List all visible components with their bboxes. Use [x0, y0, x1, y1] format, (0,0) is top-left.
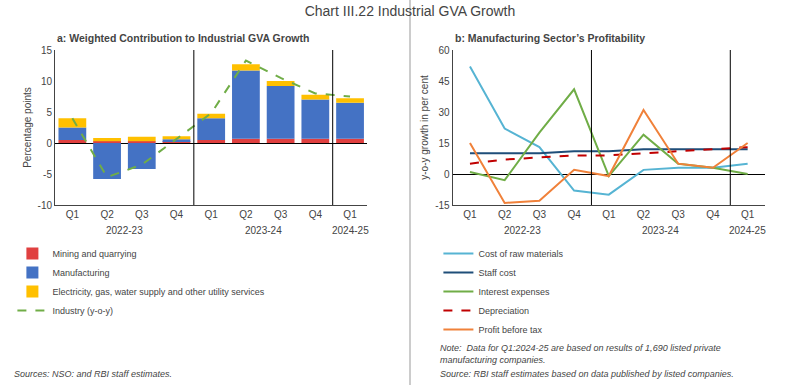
- svg-text:Q4: Q4: [706, 209, 720, 220]
- svg-text:60: 60: [438, 45, 450, 56]
- svg-text:2023-24: 2023-24: [642, 225, 679, 236]
- svg-text:Profit before tax: Profit before tax: [478, 325, 542, 335]
- svg-text:2024-25: 2024-25: [729, 225, 766, 236]
- svg-text:Q1: Q1: [343, 209, 357, 220]
- svg-text:Q3: Q3: [672, 209, 686, 220]
- svg-text:10: 10: [41, 76, 53, 87]
- svg-text:Q2: Q2: [239, 209, 253, 220]
- svg-text:-15: -15: [435, 200, 450, 211]
- svg-text:-5: -5: [43, 169, 52, 180]
- svg-text:5: 5: [46, 107, 52, 118]
- svg-text:b: Manufacturing Sector’s Prof: b: Manufacturing Sector’s Profitability: [455, 32, 645, 44]
- svg-text:Mining and quarrying: Mining and quarrying: [52, 249, 136, 259]
- svg-text:Q4: Q4: [567, 209, 581, 220]
- svg-text:Source: RBI staff estimates ba: Source: RBI staff estimates based on dat…: [440, 369, 734, 379]
- svg-text:2023-24: 2023-24: [245, 225, 282, 236]
- svg-text:-10: -10: [38, 200, 53, 211]
- svg-text:Q1: Q1: [463, 209, 477, 220]
- svg-text:Q3: Q3: [533, 209, 547, 220]
- svg-text:2024-25: 2024-25: [332, 225, 369, 236]
- svg-text:Q3: Q3: [135, 209, 149, 220]
- svg-text:Depreciation: Depreciation: [478, 306, 529, 316]
- svg-text:Electricity, gas, water supply: Electricity, gas, water supply and other…: [52, 287, 264, 297]
- svg-text:Sources: NSO: and RBI staff es: Sources: NSO: and RBI staff estimates.: [14, 369, 172, 379]
- svg-text:a: Weighted Contribution to In: a: Weighted Contribution to Industrial G…: [57, 32, 309, 44]
- svg-text:Manufacturing: Manufacturing: [52, 268, 109, 278]
- svg-text:0: 0: [46, 138, 52, 149]
- svg-text:30: 30: [438, 107, 450, 118]
- svg-text:2022-23: 2022-23: [504, 225, 541, 236]
- svg-text:Q4: Q4: [309, 209, 323, 220]
- svg-text:Q2: Q2: [498, 209, 512, 220]
- svg-text:Note: Data for Q1:2024-25 are: Note: Data for Q1:2024-25 are based on r…: [440, 343, 721, 365]
- svg-text:Q3: Q3: [274, 209, 288, 220]
- svg-text:Interest expenses: Interest expenses: [478, 287, 550, 297]
- svg-text:Q2: Q2: [100, 209, 114, 220]
- svg-text:Percentage points: Percentage points: [22, 87, 33, 168]
- svg-text:Q1: Q1: [205, 209, 219, 220]
- svg-text:15: 15: [41, 45, 53, 56]
- svg-text:Q2: Q2: [637, 209, 651, 220]
- svg-text:Q4: Q4: [170, 209, 184, 220]
- svg-text:Q1: Q1: [66, 209, 80, 220]
- svg-text:y-o-y growth in per cent: y-o-y growth in per cent: [419, 75, 430, 180]
- svg-text:15: 15: [438, 138, 450, 149]
- svg-text:Chart III.22 Industrial GVA Gr: Chart III.22 Industrial GVA Growth: [305, 3, 516, 19]
- svg-text:45: 45: [438, 76, 450, 87]
- svg-text:Industry (y-o-y): Industry (y-o-y): [52, 306, 113, 316]
- svg-text:Staff cost: Staff cost: [478, 268, 516, 278]
- svg-text:Cost of raw materials: Cost of raw materials: [478, 249, 563, 259]
- svg-text:Q1: Q1: [602, 209, 616, 220]
- svg-text:2022-23: 2022-23: [106, 225, 143, 236]
- svg-text:Q1: Q1: [741, 209, 755, 220]
- svg-text:0: 0: [444, 169, 450, 180]
